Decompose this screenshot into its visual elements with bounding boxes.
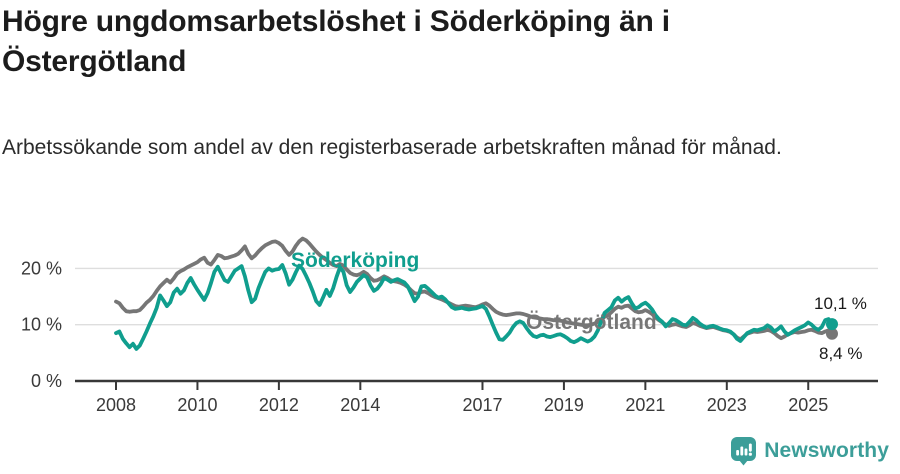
x-tick-label: 2012 [259, 395, 299, 415]
end-value-label-ostergotland: 8,4 % [819, 344, 863, 363]
x-tick-label: 2021 [625, 395, 665, 415]
y-tick-label: 10 % [21, 315, 62, 335]
x-tick-label: 2010 [177, 395, 217, 415]
x-tick-label: 2019 [544, 395, 584, 415]
x-tick-label: 2014 [340, 395, 380, 415]
newsworthy-logo[interactable]: Newsworthy [730, 436, 889, 466]
x-tick-label: 2008 [96, 395, 136, 415]
bar-chart-badge-icon [731, 437, 757, 466]
x-tick-label: 2023 [707, 395, 747, 415]
series-line-0 [114, 263, 834, 351]
x-tick-label: 2025 [788, 395, 828, 415]
series-label-ostergotland: Östergötland [526, 311, 657, 334]
x-tick-label: 2017 [462, 395, 502, 415]
newsworthy-wordmark: Newsworthy [764, 439, 889, 462]
series-label-soderkoping: Söderköping [291, 249, 420, 272]
series-end-dot-1 [825, 327, 838, 340]
chart-subtitle: Arbetssökande som andel av den registerb… [2, 136, 782, 159]
page-title: Högre ungdomsarbetslöshet i Söderköping … [2, 5, 670, 78]
y-tick-label: 20 % [21, 258, 62, 278]
series-end-dot-0 [825, 318, 838, 331]
end-value-label-soderkoping: 10,1 % [814, 294, 867, 313]
y-tick-label: 0 % [31, 371, 62, 391]
